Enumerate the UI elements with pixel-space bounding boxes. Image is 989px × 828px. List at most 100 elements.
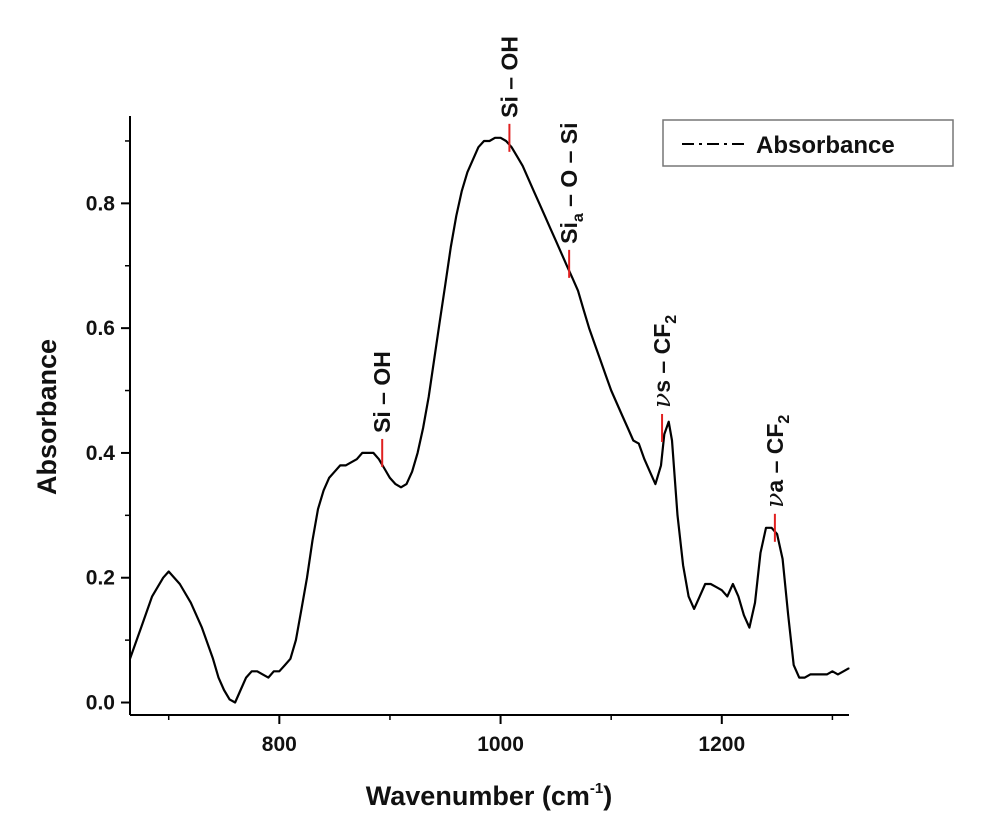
peak-label: Si – OH [496,36,522,118]
data-point [826,673,828,676]
data-point [240,689,242,691]
peak-label-text: Si [556,222,582,244]
data-point [411,471,413,473]
data-point [328,477,330,479]
data-point [743,614,745,616]
data-point [837,673,839,676]
data-point [251,670,253,672]
x-tick-label: 1200 [698,733,745,756]
peak-label-subscript: 2 [663,315,680,324]
data-point [599,358,601,360]
data-point [682,564,684,566]
data-point [787,614,789,616]
data-point [726,595,728,598]
data-point [820,673,822,676]
data-point [367,452,369,454]
data-point [350,461,352,463]
y-tick-label: 0.4 [86,442,116,465]
data-point [356,458,358,460]
data-point [323,489,325,491]
data-point [400,486,402,488]
data-point [566,265,568,267]
data-point [676,514,679,516]
data-point [461,190,463,192]
y-tick-label: 0.0 [86,692,115,715]
data-point [527,177,529,179]
data-point [422,427,424,429]
data-point [494,137,496,139]
data-point [804,677,806,679]
data-point [759,552,762,554]
data-point [372,452,374,454]
data-point [405,483,408,485]
data-point [190,602,192,604]
x-tick-label: 800 [262,733,297,756]
data-point [300,608,303,610]
data-point [162,577,164,579]
data-point [289,658,291,660]
data-point [660,464,662,466]
peak-label: νs – CF2 [647,315,680,408]
y-tick-label: 0.2 [86,567,115,590]
nu-symbol: ν [760,493,789,508]
data-point [466,171,468,173]
data-point [754,602,756,604]
data-point [389,477,391,479]
data-point [638,443,640,445]
peak-label-subscript: a [570,213,587,222]
data-point [383,467,385,470]
peak-label-subscript: 2 [776,415,793,424]
data-point [267,677,269,679]
data-point [273,670,275,672]
data-point [483,140,485,142]
data-point [776,533,778,535]
y-tick-label: 0.6 [86,317,115,340]
nu-symbol: ν [647,393,676,408]
y-axis-title: Absorbance [32,339,62,495]
data-point [428,396,430,398]
data-point [317,508,319,510]
data-point [621,414,623,417]
data-point [793,664,795,666]
y-tick-label: 0.8 [86,192,116,215]
data-point [488,140,491,142]
data-point [201,627,203,629]
data-point [262,673,264,676]
data-point [627,427,629,429]
data-point [632,439,634,442]
data-point [616,402,618,404]
data-point [831,670,834,672]
data-point [394,483,397,485]
data-point [699,595,701,598]
data-point [444,283,446,286]
data-point [782,558,784,560]
data-point [610,389,612,392]
data-point [842,670,845,672]
data-point [588,327,590,329]
data-point [748,627,751,629]
data-point [295,639,297,641]
peak-label-tail: – O – Si [556,122,582,213]
peak-label: νa – CF2 [760,415,793,508]
data-point [765,527,767,529]
data-point [555,240,557,242]
data-point [798,677,800,679]
data-point [693,608,695,610]
data-point [549,227,551,229]
data-point [538,202,540,204]
data-point [179,583,181,585]
data-point [306,577,308,579]
data-point [334,471,336,473]
x-axis-title-sup: -1 [590,780,603,797]
data-point [848,667,850,669]
data-point [533,190,535,192]
peak-label-text: Si – OH [496,36,522,118]
data-point [594,343,596,345]
data-point [771,527,773,529]
data-point [643,458,646,460]
data-point [505,140,507,142]
data-point [671,439,673,442]
data-point [668,421,670,423]
